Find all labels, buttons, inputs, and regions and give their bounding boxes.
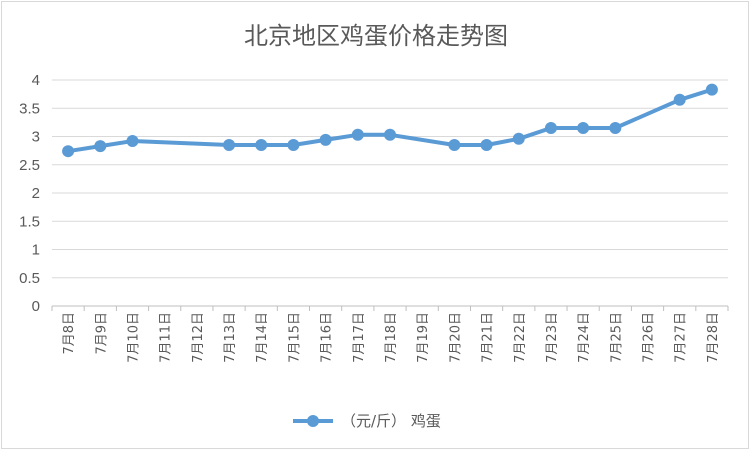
data-point <box>512 132 525 145</box>
legend-label: （元/斤） 鸡蛋 <box>341 412 441 430</box>
grid-lines <box>52 79 728 279</box>
x-tick-label: 7月25日 <box>609 312 624 363</box>
x-tick-label: 7月18日 <box>384 312 399 363</box>
x-tick-label: 7月20日 <box>448 312 463 363</box>
data-point <box>94 140 107 153</box>
y-tick-label: 0.5 <box>19 270 40 287</box>
x-axis <box>51 305 729 311</box>
legend: （元/斤） 鸡蛋 <box>293 412 441 430</box>
y-tick-label: 2 <box>32 185 40 202</box>
x-tick-label: 7月23日 <box>545 312 560 363</box>
data-point <box>705 83 718 96</box>
y-tick-label: 1 <box>32 242 40 259</box>
data-point <box>319 133 332 146</box>
x-tick-label: 7月24日 <box>577 312 592 363</box>
data-point <box>609 122 622 135</box>
x-tick-label: 7月17日 <box>352 312 367 363</box>
data-point <box>223 138 236 151</box>
y-tick-label: 1.5 <box>19 213 40 230</box>
y-tick-label: 4 <box>32 72 40 89</box>
x-tick-label: 7月12日 <box>191 312 206 363</box>
data-point <box>577 122 590 135</box>
chart-title: 北京地区鸡蛋价格走势图 <box>244 22 508 50</box>
x-tick-label: 7月10日 <box>126 312 141 363</box>
data-point <box>351 128 364 141</box>
x-tick-label: 7月19日 <box>416 312 431 363</box>
data-point <box>480 138 493 151</box>
x-tick-label: 7月13日 <box>223 312 238 363</box>
series-line <box>66 87 714 154</box>
data-point <box>255 138 268 151</box>
data-point <box>384 128 396 141</box>
x-tick-label: 7月16日 <box>320 312 335 363</box>
x-tick-label: 7月14日 <box>255 312 270 363</box>
data-point <box>544 122 557 135</box>
data-point <box>126 135 139 148</box>
x-tick-label: 7月21日 <box>481 312 496 363</box>
x-axis-ticks: 7月8日 7月9日 7月10日 7月11日 7月12日 7月13日 7月14日 7月15日 7月… <box>62 312 721 363</box>
x-tick-label: 7月9日 <box>94 312 109 355</box>
x-tick-label: 7月28日 <box>706 312 721 363</box>
x-tick-label: 7月11日 <box>159 312 174 363</box>
legend-point-marker <box>307 415 319 427</box>
data-point <box>673 93 686 106</box>
x-tick-label: 7月22日 <box>513 312 528 363</box>
data-point <box>62 145 75 158</box>
x-tick-label: 7月15日 <box>287 312 302 363</box>
y-tick-label: 3.5 <box>19 100 40 117</box>
x-tick-label: 7月8日 <box>62 312 77 355</box>
x-tick-label: 7月26日 <box>642 312 657 363</box>
y-tick-label: 2.5 <box>19 157 40 174</box>
y-axis-ticks: 0 0.5 1 1.5 2 2.5 3 3.5 4 <box>19 72 40 315</box>
data-point <box>287 138 300 151</box>
data-point <box>448 138 461 151</box>
x-tick-label: 7月27日 <box>674 312 689 363</box>
y-tick-label: 3 <box>32 129 40 146</box>
y-tick-label: 0 <box>32 298 40 315</box>
series-layer <box>62 83 718 158</box>
